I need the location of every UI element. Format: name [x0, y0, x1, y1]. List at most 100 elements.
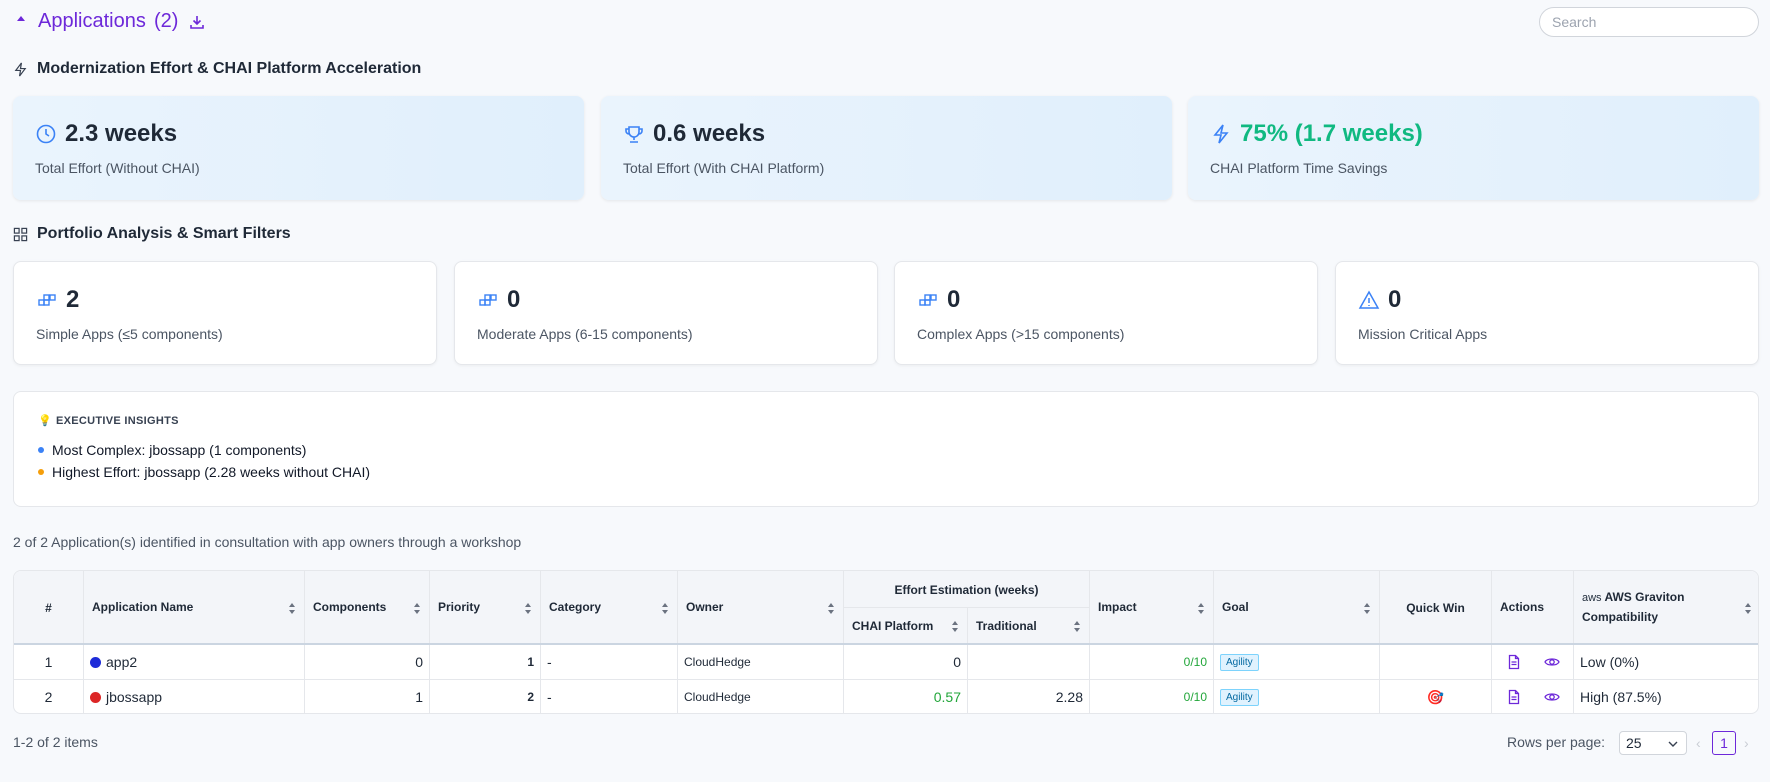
search-input[interactable] — [1539, 7, 1759, 37]
sort-icon[interactable] — [524, 602, 532, 615]
eye-icon[interactable] — [1544, 689, 1560, 705]
cell-chai-platform: 0 — [844, 645, 968, 679]
col-label: Priority — [438, 600, 481, 614]
cell-graviton: Low (0%) — [1580, 654, 1640, 670]
simple-apps-card[interactable]: 2 Simple Apps (≤5 components) — [13, 261, 437, 365]
cell-priority: 1 — [430, 645, 541, 679]
col-header-chai-platform[interactable]: CHAI Platform — [844, 608, 968, 644]
trophy-icon — [625, 126, 643, 143]
col-header-impact[interactable]: Impact — [1090, 571, 1214, 644]
chai-time-savings-card: 75% (1.7 weeks) CHAI Platform Time Savin… — [1188, 96, 1759, 200]
caret-up-icon[interactable] — [14, 12, 28, 26]
col-label: Application Name — [92, 600, 194, 614]
sort-icon[interactable] — [827, 602, 835, 615]
grid-icon — [13, 227, 28, 241]
col-header-category[interactable]: Category — [541, 571, 678, 644]
moderate-apps-card[interactable]: 0 Moderate Apps (6-15 components) — [454, 261, 878, 365]
effort-without-chai-label: Total Effort (Without CHAI) — [35, 160, 200, 176]
col-header-goal[interactable]: Goal — [1214, 571, 1380, 644]
cell-actions — [1492, 680, 1574, 713]
next-page-button[interactable]: › — [1744, 735, 1749, 751]
divider — [14, 643, 1758, 645]
col-header-priority[interactable]: Priority — [430, 571, 541, 644]
sort-icon[interactable] — [413, 602, 421, 615]
col-header-app-name[interactable]: Application Name — [84, 571, 305, 644]
insight-text: Most Complex: jbossapp (1 components) — [52, 442, 307, 458]
sort-icon[interactable] — [1363, 602, 1371, 615]
col-label: Impact — [1098, 600, 1137, 614]
goal-tag: Agility — [1220, 688, 1259, 706]
cell-app-name[interactable]: jbossapp — [84, 680, 305, 713]
insight-text: Highest Effort: jbossapp (2.28 weeks wit… — [52, 464, 371, 480]
divider — [844, 607, 1090, 608]
modernization-section-title: Modernization Effort & CHAI Platform Acc… — [13, 60, 421, 78]
sort-icon[interactable] — [288, 602, 296, 615]
applications-count: (2) — [154, 10, 179, 32]
cell-owner: CloudHedge — [678, 645, 844, 679]
current-page-button[interactable]: 1 — [1712, 731, 1736, 755]
sort-icon[interactable] — [1197, 602, 1205, 615]
insight-item: Highest Effort: jbossapp (2.28 weeks wit… — [38, 464, 370, 480]
cell-category: - — [541, 645, 678, 679]
divider — [14, 679, 1758, 680]
cell-chai-platform: 0.57 — [844, 680, 968, 713]
warning-triangle-icon — [1358, 290, 1380, 309]
col-header-aws-graviton[interactable]: aws AWS Graviton Compatibility — [1574, 571, 1758, 644]
cell-graviton: High (87.5%) — [1580, 689, 1662, 705]
mission-critical-apps-card[interactable]: 0 Mission Critical Apps — [1335, 261, 1759, 365]
insights-title-text: EXECUTIVE INSIGHTS — [56, 415, 179, 427]
cell-components: 1 — [305, 680, 430, 713]
col-header-owner[interactable]: Owner — [678, 571, 844, 644]
col-header-traditional[interactable]: Traditional — [968, 608, 1090, 644]
sort-icon[interactable] — [661, 602, 669, 615]
cell-owner: CloudHedge — [678, 680, 844, 713]
chai-time-savings-value: 75% (1.7 weeks) — [1240, 120, 1423, 147]
col-label: Effort Estimation (weeks) — [894, 582, 1039, 597]
cell-impact: 0/10 — [1090, 680, 1214, 713]
sort-icon[interactable] — [1744, 602, 1752, 615]
cell-impact: 0/10 — [1090, 645, 1214, 679]
col-label: Components — [313, 600, 387, 614]
goal-tag: Agility — [1220, 653, 1259, 671]
col-label: aws AWS Graviton Compatibility — [1574, 588, 1734, 627]
moderate-apps-label: Moderate Apps (6-15 components) — [477, 326, 693, 342]
lightning-icon — [14, 62, 27, 76]
col-label: Goal — [1222, 600, 1249, 614]
col-header-quick-win: Quick Win — [1380, 571, 1492, 644]
section-title-text: Modernization Effort & CHAI Platform Acc… — [37, 60, 422, 77]
sort-icon[interactable] — [1073, 620, 1081, 633]
document-icon[interactable] — [1506, 689, 1522, 705]
cell-traditional: 2.28 — [968, 680, 1090, 713]
items-count: 1-2 of 2 items — [13, 734, 98, 750]
insight-item: Most Complex: jbossapp (1 components) — [38, 442, 306, 458]
cell-priority: 2 — [430, 680, 541, 713]
cell-app-name[interactable]: app2 — [84, 645, 305, 679]
table-caption: 2 of 2 Application(s) identified in cons… — [13, 534, 522, 550]
blocks-icon — [38, 294, 56, 306]
cell-components: 0 — [305, 645, 430, 679]
sort-icon[interactable] — [951, 620, 959, 633]
executive-insights-panel: 💡 EXECUTIVE INSIGHTS Most Complex: jbossa… — [13, 391, 1759, 507]
cell-num: 1 — [14, 645, 84, 679]
effort-with-chai-card: 0.6 weeks Total Effort (With CHAI Platfo… — [601, 96, 1172, 200]
clock-icon — [36, 124, 56, 144]
chevron-down-icon — [1668, 741, 1678, 747]
col-header-components[interactable]: Components — [305, 571, 430, 644]
col-label-text: AWS Graviton Compatibility — [1582, 590, 1685, 624]
chai-time-savings-label: CHAI Platform Time Savings — [1210, 160, 1388, 176]
document-icon[interactable] — [1506, 654, 1522, 670]
col-label: Quick Win — [1406, 600, 1465, 615]
effort-with-chai-label: Total Effort (With CHAI Platform) — [623, 160, 825, 176]
prev-page-button[interactable]: ‹ — [1696, 735, 1701, 751]
cell-quick-win — [1380, 645, 1492, 679]
complex-apps-card[interactable]: 0 Complex Apps (>15 components) — [894, 261, 1318, 365]
col-label: Owner — [686, 600, 724, 614]
rows-per-page-select[interactable]: 25 — [1619, 731, 1687, 755]
target-icon: 🎯 — [1426, 688, 1445, 705]
col-label: Actions — [1500, 600, 1545, 614]
col-label: Traditional — [976, 618, 1037, 633]
cell-traditional — [968, 645, 1090, 679]
download-icon[interactable] — [188, 13, 206, 31]
app-name-text: jbossapp — [106, 689, 163, 705]
eye-icon[interactable] — [1544, 654, 1560, 670]
